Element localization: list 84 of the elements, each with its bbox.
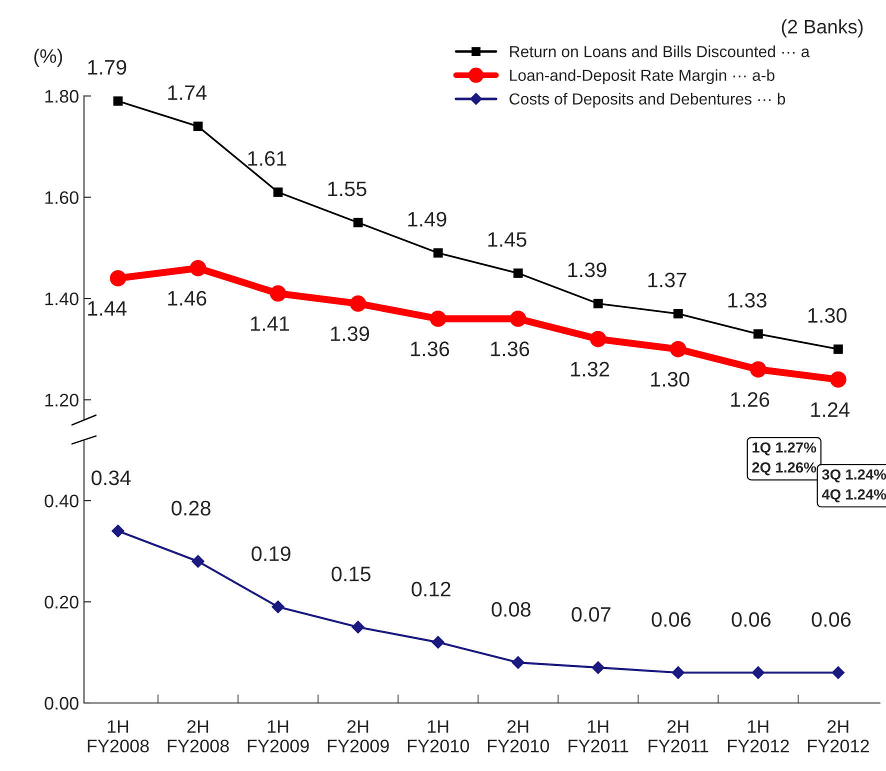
x-tick-label: 2H FY2012: [808, 720, 869, 752]
y-tick-label: 1.40: [45, 292, 78, 306]
data-label: 1.39: [331, 326, 370, 342]
data-label: 1.74: [168, 85, 207, 100]
y-tick-label: 0.40: [44, 494, 78, 508]
point: [673, 309, 683, 318]
legend-label: Costs of Deposits and Debentures ··· b: [510, 92, 786, 108]
data-label: 1.33: [728, 292, 766, 308]
point: [193, 122, 203, 132]
data-label: 0.06: [812, 612, 851, 627]
data-label: 1.39: [568, 262, 606, 278]
data-label: 0.15: [332, 566, 371, 582]
data-label: 1.24: [811, 402, 850, 417]
y-axis-title: (%): [34, 48, 62, 67]
data-label: 1.32: [571, 362, 610, 377]
x-tick-label: 2H FY2008: [168, 720, 229, 752]
data-label: 1.30: [808, 308, 847, 323]
data-label: 0.12: [412, 582, 450, 597]
data-label: 1.41: [251, 316, 289, 331]
point: [270, 285, 286, 302]
x-tick-label: 1H FY2012: [728, 720, 789, 752]
data-label: 1.49: [408, 212, 446, 227]
data-label: 1.45: [488, 232, 526, 247]
point: [112, 524, 124, 538]
point: [590, 330, 606, 348]
point: [670, 340, 686, 358]
data-label: 1.55: [328, 182, 366, 196]
data-label: 1.30: [651, 372, 690, 387]
point: [752, 666, 765, 680]
point: [834, 344, 843, 354]
point: [510, 310, 526, 327]
point: [432, 636, 444, 649]
annotation: 1Q 1.27% 2Q 1.26%: [752, 442, 816, 476]
point: [353, 218, 363, 228]
point: [110, 270, 126, 286]
x-tick-label: 1H FY2010: [408, 720, 469, 752]
y-tick-label: 0.00: [44, 696, 78, 710]
point: [352, 620, 364, 634]
point: [273, 188, 283, 197]
point: [113, 96, 123, 106]
point: [190, 260, 206, 276]
point: [192, 554, 204, 568]
data-label: 0.07: [572, 607, 610, 622]
annotation: 3Q 1.24% 4Q 1.24%: [822, 469, 886, 502]
data-label: 1.79: [88, 60, 126, 75]
point: [593, 298, 603, 308]
legend-label: Return on Loans and Bills Discounted ··· a: [510, 46, 810, 58]
point: [592, 661, 605, 674]
data-label: 0.34: [92, 470, 131, 486]
x-tick-label: 1H FY2008: [88, 720, 149, 752]
text: (2 Banks): [782, 19, 863, 38]
point: [832, 666, 845, 680]
data-label: 1.37: [648, 272, 686, 288]
x-tick-label: 1H FY2009: [248, 720, 309, 752]
point: [433, 248, 443, 258]
data-label: 0.19: [252, 546, 290, 562]
data-label: 1.44: [88, 301, 127, 316]
y-tick-label: 1.60: [45, 191, 78, 204]
x-tick-label: 2H FY2011: [648, 720, 708, 752]
point: [830, 371, 846, 388]
data-label: 0.06: [652, 612, 691, 627]
point: [430, 310, 446, 327]
x-tick-label: 1H FY2011: [568, 720, 628, 752]
x-tick-label: 2H FY2009: [328, 720, 389, 752]
data-label: 1.46: [168, 290, 206, 306]
y-tick-label: 0.20: [44, 596, 78, 609]
point: [750, 361, 766, 378]
data-label: 1.61: [248, 151, 286, 166]
point: [272, 600, 284, 614]
data-label: 0.06: [732, 612, 771, 627]
data-label: 0.08: [492, 602, 531, 617]
point: [672, 666, 685, 680]
y-tick-label: 1.20: [45, 394, 78, 407]
data-label: 1.26: [731, 392, 770, 407]
data-label: 0.28: [172, 500, 210, 516]
data-label: 1.36: [411, 342, 450, 356]
point: [753, 329, 763, 339]
point: [513, 268, 523, 278]
point: [350, 295, 366, 312]
y-tick-label: 1.80: [45, 90, 78, 103]
legend-label: Loan-and-Deposit Rate Margin ··· a-b: [510, 69, 774, 84]
x-tick-label: 2H FY2010: [488, 720, 550, 752]
data-label: 1.36: [491, 342, 530, 356]
point: [512, 656, 525, 669]
